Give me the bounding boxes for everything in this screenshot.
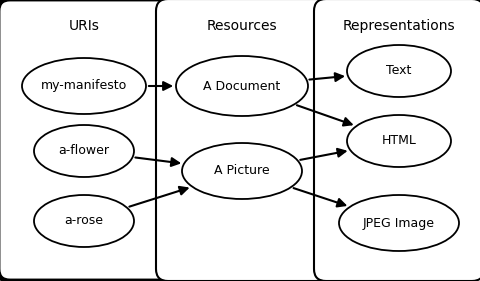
Text: URIs: URIs	[69, 19, 99, 33]
Ellipse shape	[176, 56, 308, 116]
Ellipse shape	[34, 125, 134, 177]
FancyBboxPatch shape	[0, 0, 170, 281]
Ellipse shape	[347, 45, 451, 97]
Text: a-flower: a-flower	[59, 144, 109, 157]
Ellipse shape	[182, 143, 302, 199]
Text: A Picture: A Picture	[214, 164, 270, 178]
Text: JPEG Image: JPEG Image	[363, 216, 435, 230]
Text: Text: Text	[386, 65, 412, 78]
Text: A Document: A Document	[204, 80, 281, 92]
Text: my-manifesto: my-manifesto	[41, 80, 127, 92]
Ellipse shape	[347, 115, 451, 167]
Ellipse shape	[34, 195, 134, 247]
Ellipse shape	[339, 195, 459, 251]
Text: Resources: Resources	[207, 19, 277, 33]
FancyBboxPatch shape	[314, 0, 480, 281]
Text: a-rose: a-rose	[64, 214, 104, 228]
Ellipse shape	[22, 58, 146, 114]
Text: Representations: Representations	[343, 19, 456, 33]
Text: HTML: HTML	[382, 135, 417, 148]
FancyBboxPatch shape	[156, 0, 328, 281]
